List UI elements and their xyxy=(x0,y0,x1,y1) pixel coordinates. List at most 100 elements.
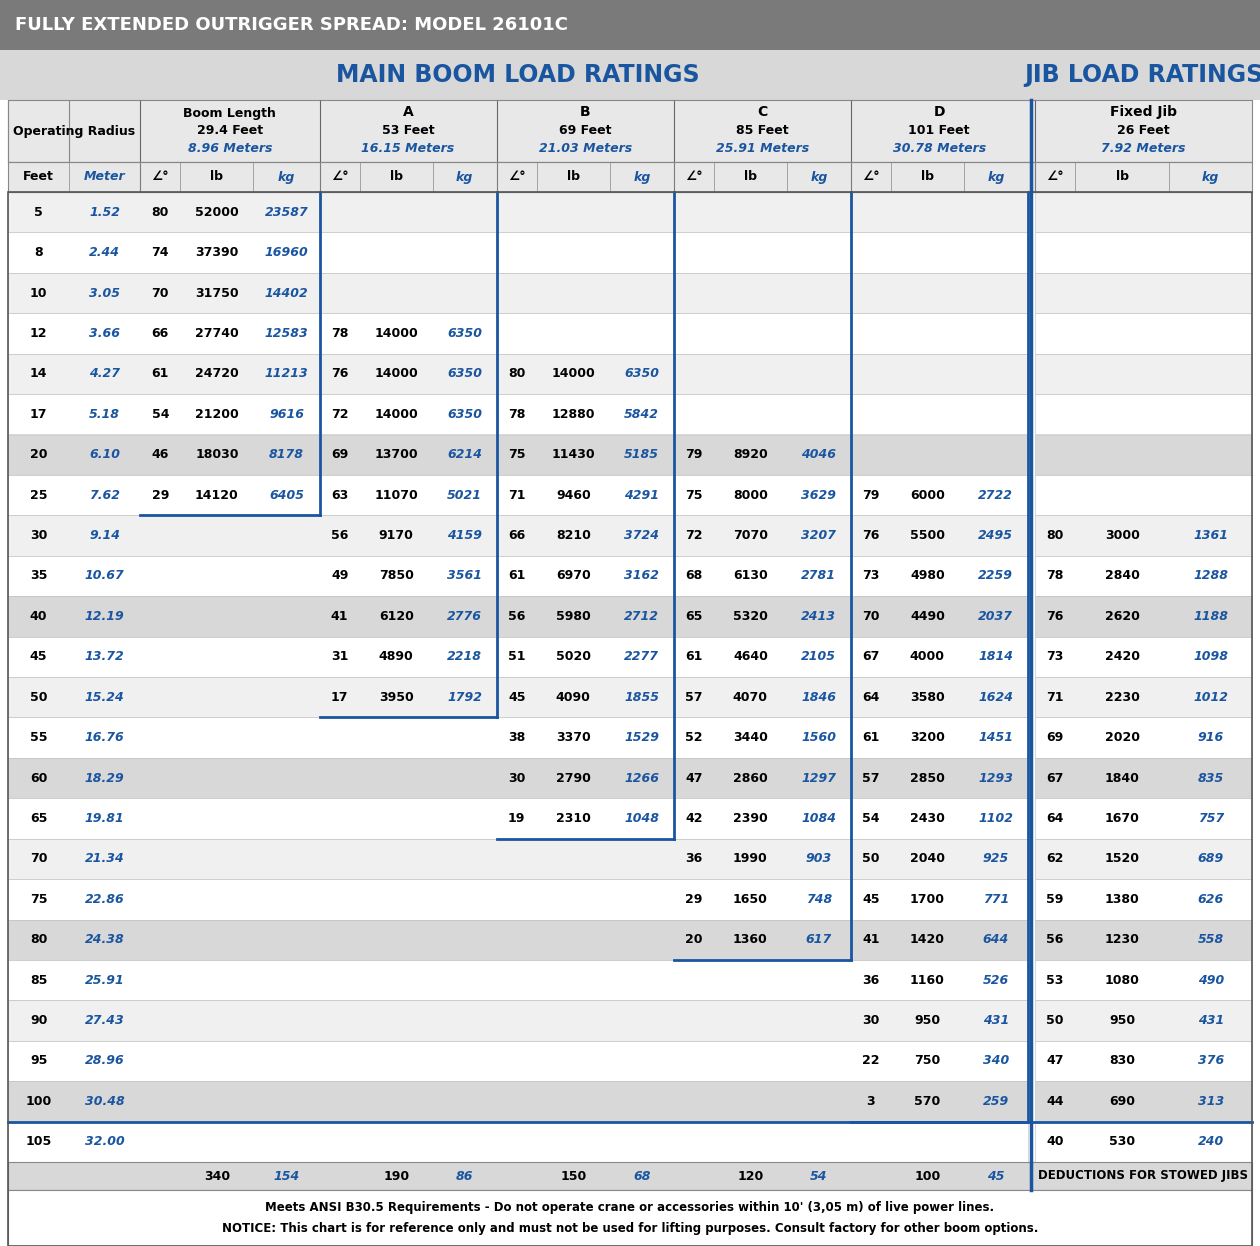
Text: 5842: 5842 xyxy=(624,407,659,421)
Text: 1792: 1792 xyxy=(447,690,483,704)
Text: 7850: 7850 xyxy=(379,569,413,582)
Text: 771: 771 xyxy=(983,893,1009,906)
Text: 1288: 1288 xyxy=(1193,569,1228,582)
Text: DEDUCTIONS FOR STOWED JIBS: DEDUCTIONS FOR STOWED JIBS xyxy=(1038,1170,1249,1182)
Text: 30: 30 xyxy=(30,530,48,542)
Text: 2840: 2840 xyxy=(1105,569,1139,582)
Text: 73: 73 xyxy=(1046,650,1063,663)
Text: 70: 70 xyxy=(151,287,169,299)
Text: 1380: 1380 xyxy=(1105,893,1139,906)
Text: 44: 44 xyxy=(1046,1095,1063,1108)
Text: 40: 40 xyxy=(30,609,48,623)
Text: 4490: 4490 xyxy=(910,609,945,623)
Text: 47: 47 xyxy=(685,771,703,785)
Text: 2390: 2390 xyxy=(733,812,767,825)
Text: kg: kg xyxy=(987,171,1004,183)
Text: 14: 14 xyxy=(30,368,48,380)
Text: 925: 925 xyxy=(983,852,1009,866)
Text: 2230: 2230 xyxy=(1105,690,1139,704)
Text: 41: 41 xyxy=(331,609,349,623)
Text: 23587: 23587 xyxy=(265,206,309,219)
Text: 59: 59 xyxy=(1046,893,1063,906)
Text: 3.66: 3.66 xyxy=(89,326,120,340)
Text: 1098: 1098 xyxy=(1193,650,1228,663)
Text: 5500: 5500 xyxy=(910,530,945,542)
Text: 3.05: 3.05 xyxy=(89,287,120,299)
Text: 40: 40 xyxy=(1046,1135,1063,1149)
Bar xyxy=(1034,718,1252,758)
Text: Feet: Feet xyxy=(23,171,54,183)
Text: Boom Length: Boom Length xyxy=(184,107,276,120)
Bar xyxy=(8,233,1028,273)
Text: ∠°: ∠° xyxy=(1046,171,1063,183)
Bar xyxy=(1034,394,1252,435)
Text: 14000: 14000 xyxy=(552,368,595,380)
Text: 1560: 1560 xyxy=(801,731,837,744)
Bar xyxy=(8,516,1028,556)
Text: 68: 68 xyxy=(633,1170,650,1182)
Text: kg: kg xyxy=(1202,171,1220,183)
Text: 55: 55 xyxy=(30,731,48,744)
Bar xyxy=(8,162,1252,192)
Text: 4000: 4000 xyxy=(910,650,945,663)
Text: 5185: 5185 xyxy=(624,449,659,461)
Text: 70: 70 xyxy=(862,609,879,623)
Text: 240: 240 xyxy=(1197,1135,1223,1149)
Text: 376: 376 xyxy=(1197,1054,1223,1068)
Text: lb: lb xyxy=(1115,171,1129,183)
Text: JIB LOAD RATINGS: JIB LOAD RATINGS xyxy=(1024,64,1260,87)
Text: 3370: 3370 xyxy=(556,731,591,744)
Text: 1160: 1160 xyxy=(910,973,945,987)
Bar xyxy=(1034,959,1252,1001)
Bar xyxy=(8,880,1028,920)
Text: 52000: 52000 xyxy=(195,206,239,219)
Text: 18.29: 18.29 xyxy=(84,771,125,785)
Text: 3000: 3000 xyxy=(1105,530,1139,542)
Text: 1814: 1814 xyxy=(978,650,1013,663)
Text: 4.27: 4.27 xyxy=(89,368,120,380)
Text: 29.4 Feet: 29.4 Feet xyxy=(197,125,263,137)
Bar xyxy=(8,192,1252,1246)
Bar xyxy=(1034,1121,1252,1163)
Text: 70: 70 xyxy=(30,852,48,866)
Text: 757: 757 xyxy=(1197,812,1223,825)
Text: 54: 54 xyxy=(151,407,169,421)
Text: 1360: 1360 xyxy=(733,933,767,946)
Text: 80: 80 xyxy=(508,368,525,380)
Text: 85 Feet: 85 Feet xyxy=(736,125,789,137)
Text: 25: 25 xyxy=(30,488,48,502)
Text: 29: 29 xyxy=(151,488,169,502)
Text: 14402: 14402 xyxy=(265,287,309,299)
Text: 80: 80 xyxy=(151,206,169,219)
Text: 1084: 1084 xyxy=(801,812,837,825)
Text: 1266: 1266 xyxy=(624,771,659,785)
Text: 3200: 3200 xyxy=(910,731,945,744)
Text: 12.19: 12.19 xyxy=(84,609,125,623)
Text: 19.81: 19.81 xyxy=(84,812,125,825)
Text: 2020: 2020 xyxy=(1105,731,1140,744)
Text: 11213: 11213 xyxy=(265,368,309,380)
Bar xyxy=(1034,758,1252,799)
Text: 8: 8 xyxy=(34,247,43,259)
Text: 69 Feet: 69 Feet xyxy=(559,125,611,137)
Text: 1230: 1230 xyxy=(1105,933,1139,946)
Text: 8920: 8920 xyxy=(733,449,767,461)
Text: 1048: 1048 xyxy=(624,812,659,825)
Text: Meter: Meter xyxy=(84,171,126,183)
Text: 80: 80 xyxy=(30,933,48,946)
Text: 120: 120 xyxy=(737,1170,764,1182)
Bar xyxy=(1034,556,1252,596)
Text: 5020: 5020 xyxy=(556,650,591,663)
Text: NOTICE: This chart is for reference only and must not be used for lifting purpos: NOTICE: This chart is for reference only… xyxy=(222,1221,1038,1235)
Text: 6350: 6350 xyxy=(624,368,659,380)
Text: 85: 85 xyxy=(30,973,48,987)
Bar xyxy=(8,920,1028,959)
Text: 6000: 6000 xyxy=(910,488,945,502)
Text: 7.92 Meters: 7.92 Meters xyxy=(1101,142,1186,155)
Text: 24.38: 24.38 xyxy=(84,933,125,946)
Text: 16960: 16960 xyxy=(265,247,309,259)
Text: ∠°: ∠° xyxy=(331,171,349,183)
Text: 56: 56 xyxy=(1046,933,1063,946)
Bar xyxy=(8,394,1028,435)
Text: 18030: 18030 xyxy=(195,449,238,461)
